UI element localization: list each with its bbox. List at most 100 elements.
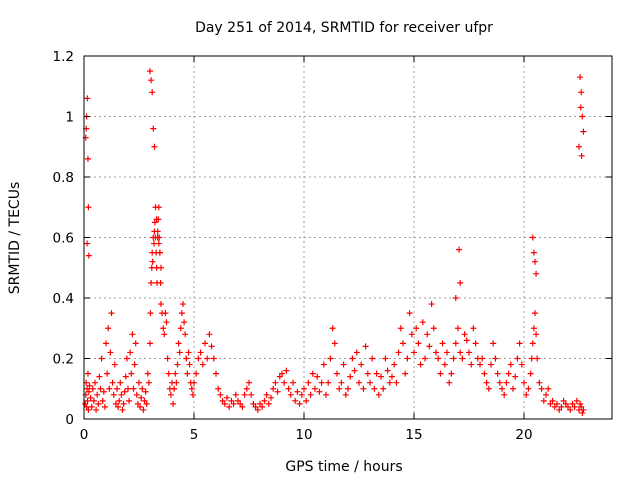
- data-point: [163, 319, 170, 326]
- data-point: [318, 379, 325, 386]
- data-point: [576, 143, 582, 150]
- data-point: [307, 391, 314, 398]
- data-point: [529, 340, 536, 347]
- data-point: [408, 331, 415, 338]
- data-point: [272, 379, 279, 386]
- data-point: [305, 379, 312, 386]
- data-point: [538, 385, 545, 392]
- data-point: [206, 331, 213, 338]
- data-point: [496, 379, 503, 386]
- x-tick-label: 0: [80, 427, 89, 443]
- chart-title: Day 251 of 2014, SRMTID for receiver ufp…: [195, 20, 493, 36]
- data-point: [309, 370, 316, 377]
- data-point: [577, 400, 584, 407]
- data-point: [386, 379, 393, 386]
- data-point: [153, 216, 160, 223]
- data-point: [455, 325, 461, 332]
- data-point: [167, 391, 174, 398]
- data-point: [95, 400, 102, 407]
- data-point: [373, 370, 380, 377]
- data-point: [523, 391, 530, 398]
- data-point: [433, 349, 439, 356]
- data-point: [533, 270, 540, 277]
- data-point: [490, 340, 497, 347]
- data-point: [512, 373, 519, 380]
- data-point: [111, 361, 118, 368]
- data-point: [147, 68, 153, 75]
- data-point: [485, 385, 492, 392]
- x-tick-label: 20: [515, 427, 532, 443]
- data-point: [276, 373, 283, 380]
- data-point: [82, 400, 89, 407]
- data-point: [140, 406, 147, 413]
- data-point: [525, 385, 532, 392]
- data-point: [316, 388, 323, 395]
- data-point: [164, 355, 171, 362]
- data-point: [85, 252, 92, 259]
- data-point: [129, 331, 136, 338]
- data-point: [138, 394, 145, 401]
- data-point: [107, 349, 114, 356]
- data-point: [85, 406, 92, 413]
- data-point: [510, 385, 516, 392]
- data-point: [180, 301, 186, 308]
- y-tick-label: 0.8: [53, 170, 74, 186]
- data-point: [345, 385, 351, 392]
- data-point: [96, 373, 103, 380]
- data-point: [533, 331, 540, 338]
- data-point: [488, 361, 494, 368]
- data-point: [186, 361, 193, 368]
- data-point: [93, 406, 100, 413]
- data-point: [543, 391, 549, 398]
- data-point: [472, 340, 479, 347]
- data-point: [312, 385, 318, 392]
- data-point: [235, 397, 241, 404]
- y-tick-label: 1: [65, 110, 74, 126]
- y-tick-label: 0.4: [53, 291, 74, 307]
- data-point: [101, 403, 108, 410]
- data-point: [226, 403, 233, 410]
- data-point: [279, 370, 285, 377]
- data-point: [127, 349, 134, 356]
- data-point: [281, 379, 288, 386]
- y-axis-label: SRMTID / TECUs: [7, 182, 23, 295]
- data-point: [189, 391, 196, 398]
- data-point: [470, 325, 477, 332]
- data-point: [290, 379, 296, 386]
- data-point: [154, 228, 161, 235]
- data-point: [503, 379, 510, 386]
- data-point: [88, 403, 95, 410]
- data-point: [362, 343, 369, 350]
- data-point: [351, 367, 358, 374]
- data-point: [580, 406, 587, 413]
- data-point: [215, 385, 222, 392]
- data-point: [152, 204, 159, 211]
- data-point: [301, 385, 307, 392]
- data-point: [457, 279, 464, 286]
- data-point: [536, 379, 543, 386]
- data-point: [84, 95, 91, 102]
- data-point: [87, 394, 94, 401]
- data-point: [356, 379, 362, 386]
- data-point: [397, 325, 404, 332]
- data-point: [577, 104, 584, 111]
- data-point: [173, 379, 180, 386]
- x-tick-label: 5: [190, 427, 199, 443]
- data-point: [567, 406, 574, 413]
- data-point: [160, 325, 167, 332]
- data-point: [155, 240, 162, 247]
- data-point: [358, 361, 365, 368]
- data-point: [444, 349, 450, 356]
- data-point: [143, 400, 150, 407]
- data-point: [199, 361, 206, 368]
- data-point: [406, 310, 413, 317]
- data-point: [283, 367, 290, 374]
- data-point: [325, 379, 332, 386]
- data-point: [134, 400, 141, 407]
- data-point: [382, 355, 389, 362]
- data-point: [162, 310, 169, 317]
- data-point: [100, 388, 107, 395]
- data-point: [219, 397, 226, 404]
- data-point: [114, 385, 120, 392]
